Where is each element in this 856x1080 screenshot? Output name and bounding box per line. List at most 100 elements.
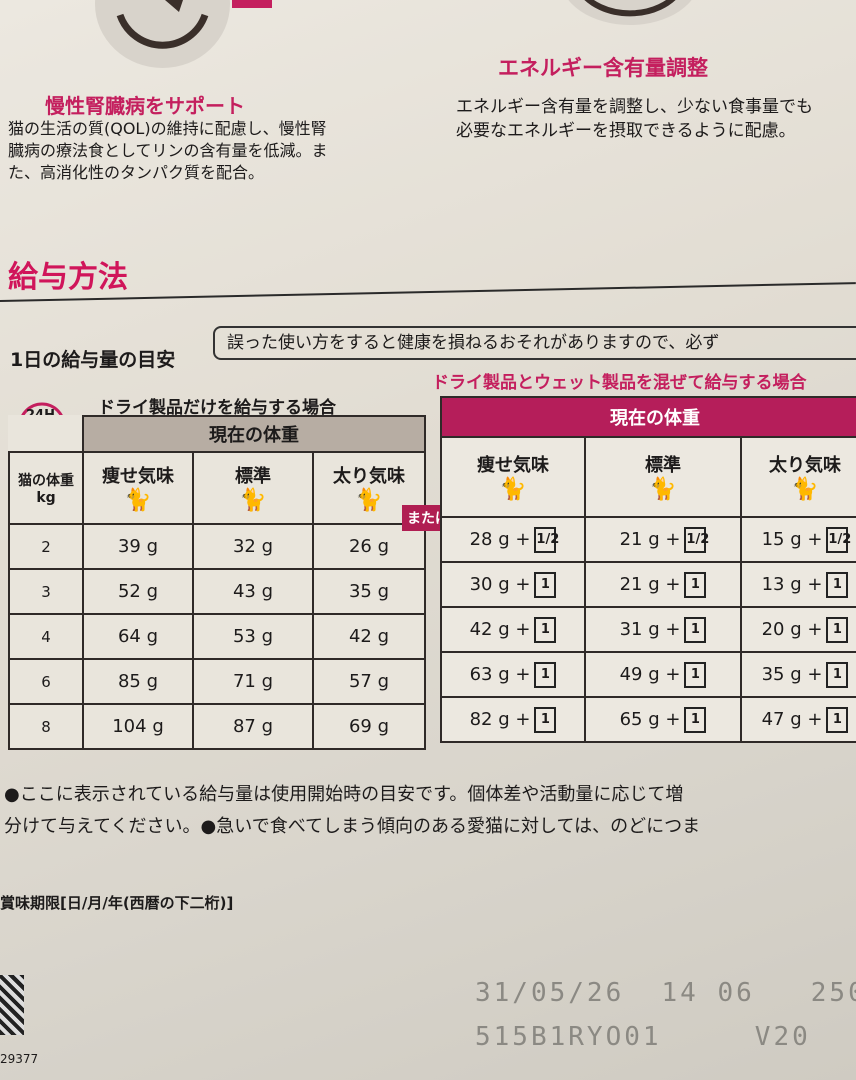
wet-pouch-icon: 1 — [684, 616, 707, 643]
wet-feeding-table: 現在の体重 痩せ気味 🐈 標準 🐈 太り気味 🐈 28 g +1/2 21 g +1/2… — [440, 396, 856, 743]
wet-pouch-icon: 1 — [684, 571, 707, 598]
mix-cell: 49 g +1 — [584, 651, 742, 698]
mix-cell: 42 g +1 — [440, 606, 586, 653]
wet-pouch-icon: 1/2 — [684, 526, 709, 553]
dry-amount: 49 g + — [619, 663, 681, 685]
mix-cell: 35 g +1 — [740, 651, 856, 698]
cat-silhouette-icon: 🐈 — [791, 477, 819, 502]
wet-pouch-icon: 1 — [684, 706, 707, 733]
table-row: 30 g +1 21 g +1 13 g +1 — [440, 561, 856, 608]
table-row: 3 52 g 43 g 35 g — [8, 568, 426, 615]
datamatrix-code — [0, 975, 24, 1035]
mix-cell: 20 g +1 — [740, 606, 856, 653]
dry-amount: 21 g + — [619, 573, 681, 595]
wet-pouch-icon: 1 — [826, 571, 849, 598]
table-row: 42 g +1 31 g +1 20 g +1 — [440, 606, 856, 653]
dry-amount: 30 g + — [469, 573, 531, 595]
wet-title: ドライ製品とウェット製品を混ぜて給与する場合 — [432, 373, 807, 393]
weight-cell: 8 — [8, 703, 84, 750]
col-standard: 標準 🐈 — [584, 436, 742, 518]
dry-band: 現在の体重 — [82, 415, 426, 453]
cat-silhouette-icon: 🐈 — [239, 488, 267, 513]
mix-cell: 31 g +1 — [584, 606, 742, 653]
wet-pouch-icon: 1 — [826, 706, 849, 733]
amount-cell: 43 g — [192, 568, 314, 615]
wet-pouch-icon: 1/2 — [534, 526, 559, 553]
wet-pouch-icon: 1 — [534, 571, 557, 598]
dry-amount: 15 g + — [761, 528, 823, 550]
feature-title-energy: エネルギー含有量調整 — [498, 56, 708, 80]
wet-pouch-icon: 1 — [534, 661, 557, 688]
weight-header: 猫の体重 kg — [8, 451, 84, 525]
mix-cell: 28 g +1/2 — [440, 516, 586, 563]
amount-cell: 64 g — [82, 613, 194, 660]
amount-cell: 71 g — [192, 658, 314, 705]
daily-amount-label: 1日の給与量の目安 — [10, 349, 176, 371]
amount-cell: 69 g — [312, 703, 426, 750]
weight-cell: 3 — [8, 568, 84, 615]
amount-cell: 32 g — [192, 523, 314, 570]
wet-pouch-icon: 1 — [826, 616, 849, 643]
amount-cell: 104 g — [82, 703, 194, 750]
dry-amount: 31 g + — [619, 618, 681, 640]
wet-pouch-icon: 1 — [534, 616, 557, 643]
cat-silhouette-icon: 🐈 — [649, 477, 677, 502]
amount-cell: 57 g — [312, 658, 426, 705]
divider — [0, 282, 856, 302]
dry-amount: 28 g + — [469, 528, 531, 550]
lot-stamp: 515B1RYO01 V20 — [475, 1022, 811, 1052]
weight-cell: 6 — [8, 658, 84, 705]
table-row: 28 g +1/2 21 g +1/2 15 g +1/2 — [440, 516, 856, 563]
feature-body-energy: エネルギー含有量を調整し、少ない食事量でも必要なエネルギーを摂取できるように配慮… — [456, 97, 813, 141]
amount-cell: 39 g — [82, 523, 194, 570]
mix-cell: 21 g +1 — [584, 561, 742, 608]
mix-cell: 30 g +1 — [440, 561, 586, 608]
expiry-label: 賞味期限[日/月/年(西暦の下二桁)] — [0, 894, 234, 912]
weight-cell: 4 — [8, 613, 84, 660]
decorative-bar — [232, 0, 272, 8]
mix-cell: 63 g +1 — [440, 651, 586, 698]
wet-pouch-icon: 1 — [684, 661, 707, 688]
amount-cell: 42 g — [312, 613, 426, 660]
wet-band: 現在の体重 — [440, 396, 856, 438]
col-heavy: 太り気味 🐈 — [740, 436, 856, 518]
table-row: 6 85 g 71 g 57 g — [8, 658, 426, 705]
table-row: 82 g +1 65 g +1 47 g +1 — [440, 696, 856, 743]
amount-cell: 53 g — [192, 613, 314, 660]
mix-cell: 65 g +1 — [584, 696, 742, 743]
amount-cell: 35 g — [312, 568, 426, 615]
amount-cell: 87 g — [192, 703, 314, 750]
cat-silhouette-icon: 🐈 — [124, 488, 152, 513]
col-standard: 標準 🐈 — [192, 451, 314, 525]
cat-silhouette-icon: 🐈 — [355, 488, 383, 513]
dry-amount: 21 g + — [619, 528, 681, 550]
dry-amount: 47 g + — [761, 708, 823, 730]
mix-cell: 13 g +1 — [740, 561, 856, 608]
wet-pouch-icon: 1 — [826, 661, 849, 688]
feature-body-kidney: 猫の生活の質(QOL)の維持に配慮し、慢性腎臓病の療法食としてリンの含有量を低減… — [8, 119, 328, 182]
warning-box: 誤った使い方をすると健康を損ねるおそれがありますので、必ず — [213, 326, 856, 360]
mix-cell: 47 g +1 — [740, 696, 856, 743]
dry-amount: 65 g + — [619, 708, 681, 730]
kidney-feature-icon — [95, 0, 230, 68]
cat-silhouette-icon: 🐈 — [499, 477, 527, 502]
dry-amount: 20 g + — [761, 618, 823, 640]
dry-amount: 82 g + — [469, 708, 531, 730]
col-thin: 痩せ気味 🐈 — [440, 436, 586, 518]
energy-feature-icon — [560, 0, 700, 25]
mix-cell: 82 g +1 — [440, 696, 586, 743]
table-row: 8 104 g 87 g 69 g — [8, 703, 426, 750]
dry-amount: 13 g + — [761, 573, 823, 595]
dry-feeding-table: 現在の体重 猫の体重 kg 痩せ気味 🐈 標準 🐈 太り気味 🐈 2 39 g 32 g 26… — [8, 415, 426, 750]
table-row: 4 64 g 53 g 42 g — [8, 613, 426, 660]
col-thin: 痩せ気味 🐈 — [82, 451, 194, 525]
code-number: 29377 — [0, 1052, 39, 1066]
dry-amount: 42 g + — [469, 618, 531, 640]
note-line-1: ●ここに表示されている給与量は使用開始時の目安です。個体差や活動量に応じて増 — [4, 784, 684, 805]
dry-amount: 63 g + — [469, 663, 531, 685]
table-row: 2 39 g 32 g 26 g — [8, 523, 426, 570]
weight-cell: 2 — [8, 523, 84, 570]
table-row: 63 g +1 49 g +1 35 g +1 — [440, 651, 856, 698]
amount-cell: 52 g — [82, 568, 194, 615]
mix-cell: 21 g +1/2 — [584, 516, 742, 563]
